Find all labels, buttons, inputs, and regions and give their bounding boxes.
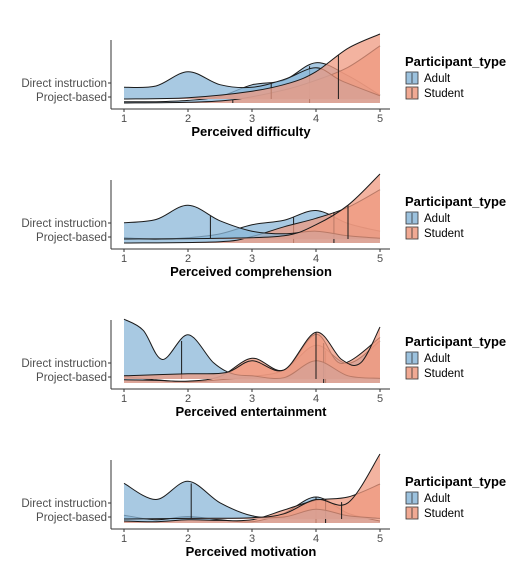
x-tick-label: 5 (377, 113, 383, 125)
legend-label-adult: Adult (424, 493, 451, 505)
legend-label-adult: Adult (424, 353, 451, 365)
x-tick-label: 3 (249, 253, 255, 265)
y-label-direct-instruction: Direct instruction (21, 498, 107, 510)
ridge-fill-adult-0 (124, 205, 380, 239)
ridge-fill-student-0 (124, 454, 380, 519)
panel-4: Direct instruction Project-based 1 2 3 4 5 Perc… (21, 453, 506, 559)
legend-label-adult: Adult (424, 73, 451, 85)
ridge-outline-student-1 (123, 483, 381, 523)
legend-label-student: Student (424, 508, 464, 520)
x-tick-label: 2 (185, 393, 191, 405)
x-axis-title: Perceived motivation (186, 544, 317, 559)
x-tick-label: 2 (185, 533, 191, 545)
y-label-direct-instruction: Direct instruction (21, 358, 107, 370)
x-tick-label: 1 (121, 113, 127, 125)
x-tick-label: 3 (249, 393, 255, 405)
x-tick-label: 5 (377, 253, 383, 265)
x-tick-label: 2 (185, 253, 191, 265)
legend-label-student: Student (424, 88, 464, 100)
legend-title: Participant_type (405, 194, 506, 209)
ridge-outline-student-0 (123, 453, 381, 520)
y-label-direct-instruction: Direct instruction (21, 78, 107, 90)
legend-title: Participant_type (405, 334, 506, 349)
ridge-fill-student-0 (124, 34, 380, 99)
x-tick-label: 1 (121, 393, 127, 405)
ridge-outline-student-0 (123, 173, 381, 240)
x-axis-title: Perceived difficulty (191, 124, 311, 139)
ridge-fill-student-0 (124, 174, 380, 239)
x-tick-label: 2 (185, 113, 191, 125)
ridge-outline-student-0 (123, 326, 381, 377)
x-tick-label: 4 (313, 533, 319, 545)
x-tick-label: 5 (377, 533, 383, 545)
x-tick-label: 1 (121, 533, 127, 545)
x-axis-title: Perceived entertainment (175, 404, 327, 419)
legend-label-student: Student (424, 368, 464, 380)
legend-title: Participant_type (405, 474, 506, 489)
y-label-project-based: Project-based (36, 512, 107, 524)
x-tick-label: 4 (313, 253, 319, 265)
y-label-direct-instruction: Direct instruction (21, 218, 107, 230)
x-tick-label: 3 (249, 533, 255, 545)
legend-label-student: Student (424, 228, 464, 240)
x-tick-label: 4 (313, 113, 319, 125)
legend-label-adult: Adult (424, 213, 451, 225)
x-tick-label: 4 (313, 393, 319, 405)
y-label-project-based: Project-based (36, 372, 107, 384)
y-label-project-based: Project-based (36, 232, 107, 244)
panel-1: Direct instruction Project-based 1 2 3 4 5 Perc… (21, 33, 506, 139)
x-axis-title: Perceived comprehension (170, 264, 332, 279)
x-tick-label: 1 (121, 253, 127, 265)
x-tick-label: 3 (249, 113, 255, 125)
y-label-project-based: Project-based (36, 92, 107, 104)
ridge-outline-student-0 (123, 33, 381, 100)
panel-3: Direct instruction Project-based 1 2 3 4 5 Perc… (21, 318, 506, 419)
x-tick-label: 5 (377, 393, 383, 405)
panel-2: Direct instruction Project-based 1 2 3 4 5 Perc… (21, 173, 506, 279)
legend-title: Participant_type (405, 54, 506, 69)
